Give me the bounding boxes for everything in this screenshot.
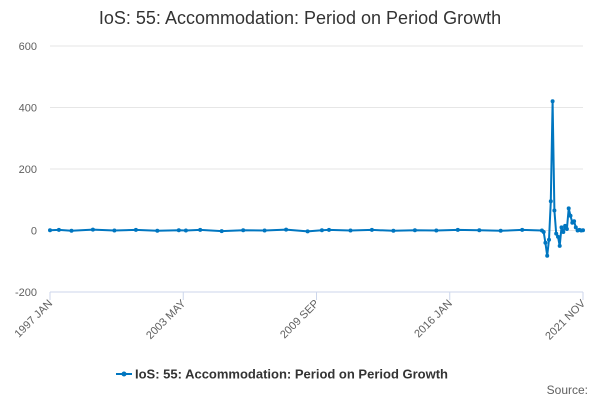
data-point[interactable] (176, 228, 181, 233)
y-tick-label: 0 (31, 226, 37, 238)
x-tick-label: 2021 NOV (543, 297, 588, 342)
x-tick-label: 1997 JAN (12, 298, 55, 341)
source-label: Source: (547, 383, 588, 397)
x-tick-label: 2009 SEP (278, 298, 322, 342)
data-point[interactable] (568, 213, 573, 218)
legend[interactable]: IoS: 55: Accommodation: Period on Period… (116, 367, 448, 382)
data-point[interactable] (219, 229, 224, 234)
x-axis: 1997 JAN 2003 MAY 2009 SEP 2016 JAN 2021 NOV (12, 291, 589, 342)
legend-series-marker-dot (121, 371, 127, 377)
data-point[interactable] (552, 208, 557, 213)
data-point[interactable] (56, 227, 61, 232)
data-point[interactable] (541, 230, 546, 234)
data-point[interactable] (563, 223, 568, 228)
data-point[interactable] (133, 227, 138, 232)
data-point[interactable] (548, 199, 553, 204)
data-point[interactable] (262, 228, 267, 233)
y-tick-label: 400 (19, 103, 37, 115)
data-point[interactable] (183, 228, 188, 233)
data-point[interactable] (305, 229, 310, 234)
data-point[interactable] (566, 206, 571, 211)
data-point[interactable] (434, 228, 439, 233)
y-axis-ticks: -200 0 200 400 600 (15, 41, 37, 299)
data-point[interactable] (90, 227, 95, 232)
data-point[interactable] (69, 228, 74, 233)
data-point[interactable] (561, 230, 566, 234)
data-point[interactable] (573, 225, 578, 230)
data-point[interactable] (198, 227, 203, 232)
y-tick-label: 600 (19, 41, 37, 53)
data-point[interactable] (559, 225, 564, 230)
data-point[interactable] (369, 227, 374, 232)
data-point[interactable] (284, 227, 289, 232)
chart-title: IoS: 55: Accommodation: Period on Period… (99, 8, 501, 28)
data-point[interactable] (319, 228, 324, 233)
x-tick-label: 2016 JAN (412, 298, 455, 341)
data-point[interactable] (155, 228, 160, 233)
data-point[interactable] (412, 228, 417, 233)
series-layer (48, 99, 585, 258)
data-point[interactable] (477, 228, 482, 233)
data-point[interactable] (556, 234, 560, 239)
data-point[interactable] (550, 99, 555, 104)
data-point[interactable] (557, 243, 562, 248)
x-tick-label: 2003 MAY (144, 297, 189, 342)
y-tick-label: 200 (19, 164, 37, 176)
data-point[interactable] (581, 228, 585, 233)
data-point[interactable] (498, 228, 503, 233)
series-line[interactable] (49, 100, 584, 257)
data-point[interactable] (348, 228, 353, 233)
gridlines (50, 45, 583, 293)
data-point[interactable] (543, 240, 548, 245)
data-point[interactable] (327, 227, 331, 232)
data-point[interactable] (554, 231, 559, 236)
y-tick-label: -200 (15, 287, 37, 299)
data-point[interactable] (545, 253, 550, 258)
data-point[interactable] (241, 228, 246, 233)
data-point[interactable] (391, 228, 396, 233)
data-point[interactable] (572, 219, 577, 224)
data-point[interactable] (48, 228, 52, 233)
data-point[interactable] (547, 237, 551, 242)
legend-series-label: IoS: 55: Accommodation: Period on Period… (135, 367, 448, 382)
data-point[interactable] (455, 227, 460, 232)
data-point[interactable] (520, 227, 525, 232)
data-point[interactable] (564, 227, 569, 231)
data-point[interactable] (112, 228, 117, 233)
